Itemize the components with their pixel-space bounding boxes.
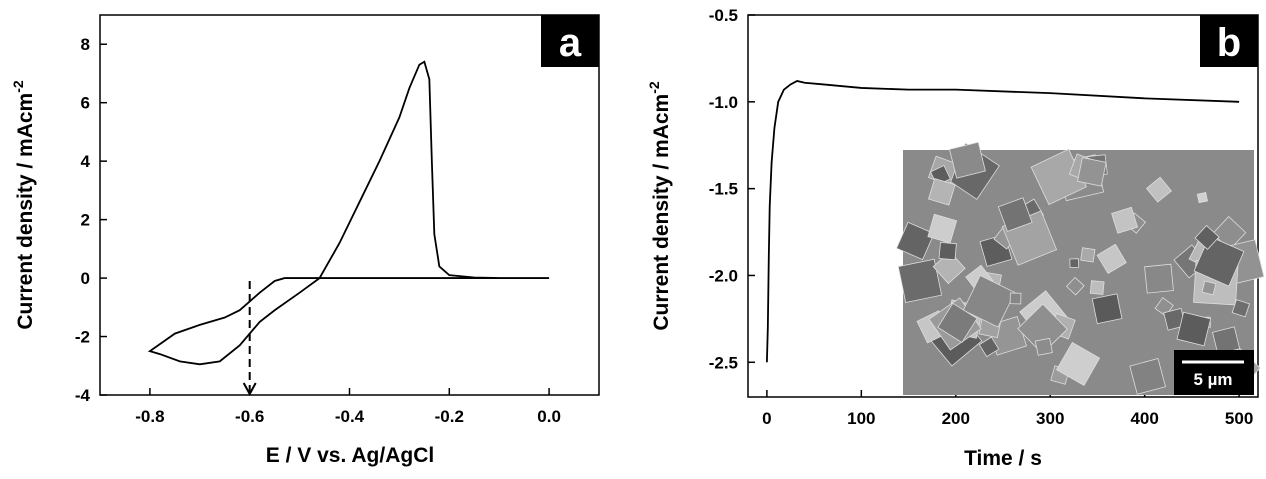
plot-frame bbox=[747, 14, 1259, 398]
inset-crystal bbox=[1194, 225, 1220, 250]
inset-crystal bbox=[1176, 311, 1212, 347]
y-tick-label: -2.0 bbox=[709, 266, 738, 285]
y-axis-label-sup: -2 bbox=[646, 81, 662, 94]
inset-crystal bbox=[1056, 341, 1101, 386]
data-line bbox=[765, 80, 1240, 363]
y-axis-label-sup: -2 bbox=[10, 80, 26, 93]
y-tick-label: -1.5 bbox=[709, 180, 738, 199]
inset-crystal bbox=[928, 178, 956, 206]
inset-crystal bbox=[1089, 280, 1105, 295]
x-axis-label: E / V vs. Ag/AgCl bbox=[266, 444, 434, 467]
inset-crystal bbox=[897, 258, 943, 303]
y-tick-label: -2.5 bbox=[709, 353, 738, 372]
plot-frame bbox=[99, 14, 600, 396]
inset-crystal bbox=[1201, 280, 1217, 296]
x-axis-label: Time / s bbox=[964, 447, 1042, 470]
inset-crystal bbox=[1009, 292, 1022, 305]
inset-crystal bbox=[1077, 157, 1107, 187]
inset-crystal bbox=[1066, 276, 1085, 296]
inset-crystal bbox=[938, 241, 957, 261]
y-tick-label: 6 bbox=[81, 94, 90, 113]
panel-label: b bbox=[1217, 21, 1241, 65]
y-tick-label: 2 bbox=[81, 211, 90, 230]
panel-label-bg bbox=[541, 15, 599, 67]
y-axis-label: Current density / mAcm-2 bbox=[10, 80, 37, 330]
x-tick-label: 300 bbox=[1036, 409, 1064, 428]
x-tick-label: 400 bbox=[1130, 409, 1158, 428]
inset-crystal bbox=[949, 141, 986, 179]
y-axis-label-text: Current density / mAcm bbox=[650, 94, 673, 331]
x-tick-label: 0 bbox=[762, 409, 771, 428]
x-tick-label: 100 bbox=[847, 409, 875, 428]
inset-crystal bbox=[997, 197, 1033, 232]
inset-crystal bbox=[1096, 243, 1127, 275]
arrow-head bbox=[242, 382, 257, 397]
x-tick-label: 500 bbox=[1225, 409, 1253, 428]
x-tick-label: 0.0 bbox=[537, 407, 561, 426]
panel-label-bg bbox=[1200, 15, 1258, 67]
x-tick-label: 200 bbox=[942, 409, 970, 428]
y-tick-label: -4 bbox=[75, 386, 91, 405]
inset-crystal bbox=[1030, 148, 1087, 206]
y-axis-label: Current density / mAcm-2 bbox=[646, 81, 673, 331]
inset-crystal bbox=[1034, 337, 1053, 356]
panel-label: a bbox=[559, 21, 582, 65]
y-tick-label: 4 bbox=[81, 152, 91, 171]
y-axis-label-text: Current density / mAcm bbox=[14, 93, 37, 330]
y-tick-label: -1.0 bbox=[709, 93, 738, 112]
x-tick-label: -0.6 bbox=[235, 407, 264, 426]
y-tick-label: 0 bbox=[81, 269, 90, 288]
inset-crystal bbox=[1091, 293, 1123, 325]
inset-crystal bbox=[1017, 303, 1068, 355]
y-tick-label: -2 bbox=[75, 328, 90, 347]
inset-crystal bbox=[1231, 299, 1251, 318]
inset-crystal bbox=[1144, 263, 1174, 294]
inset-crystal bbox=[978, 336, 1000, 358]
inset-crystal bbox=[1145, 176, 1172, 203]
inset-crystal bbox=[1111, 206, 1138, 234]
inset-crystal bbox=[927, 213, 958, 244]
inset-crystal bbox=[937, 302, 978, 344]
y-tick-label: 8 bbox=[81, 35, 90, 54]
x-tick-label: -0.4 bbox=[335, 407, 365, 426]
x-tick-label: -0.8 bbox=[135, 407, 164, 426]
inset-crystal bbox=[1080, 247, 1096, 263]
scale-bar-bg bbox=[1174, 350, 1254, 395]
y-tick-label: -0.5 bbox=[709, 6, 738, 25]
inset-crystal bbox=[1129, 358, 1166, 395]
x-tick-label: -0.2 bbox=[435, 407, 464, 426]
data-line bbox=[147, 60, 550, 366]
inset-crystal bbox=[1196, 192, 1208, 204]
scale-bar-label: 5 µm bbox=[1193, 370, 1232, 389]
inset-crystal bbox=[1069, 258, 1080, 269]
